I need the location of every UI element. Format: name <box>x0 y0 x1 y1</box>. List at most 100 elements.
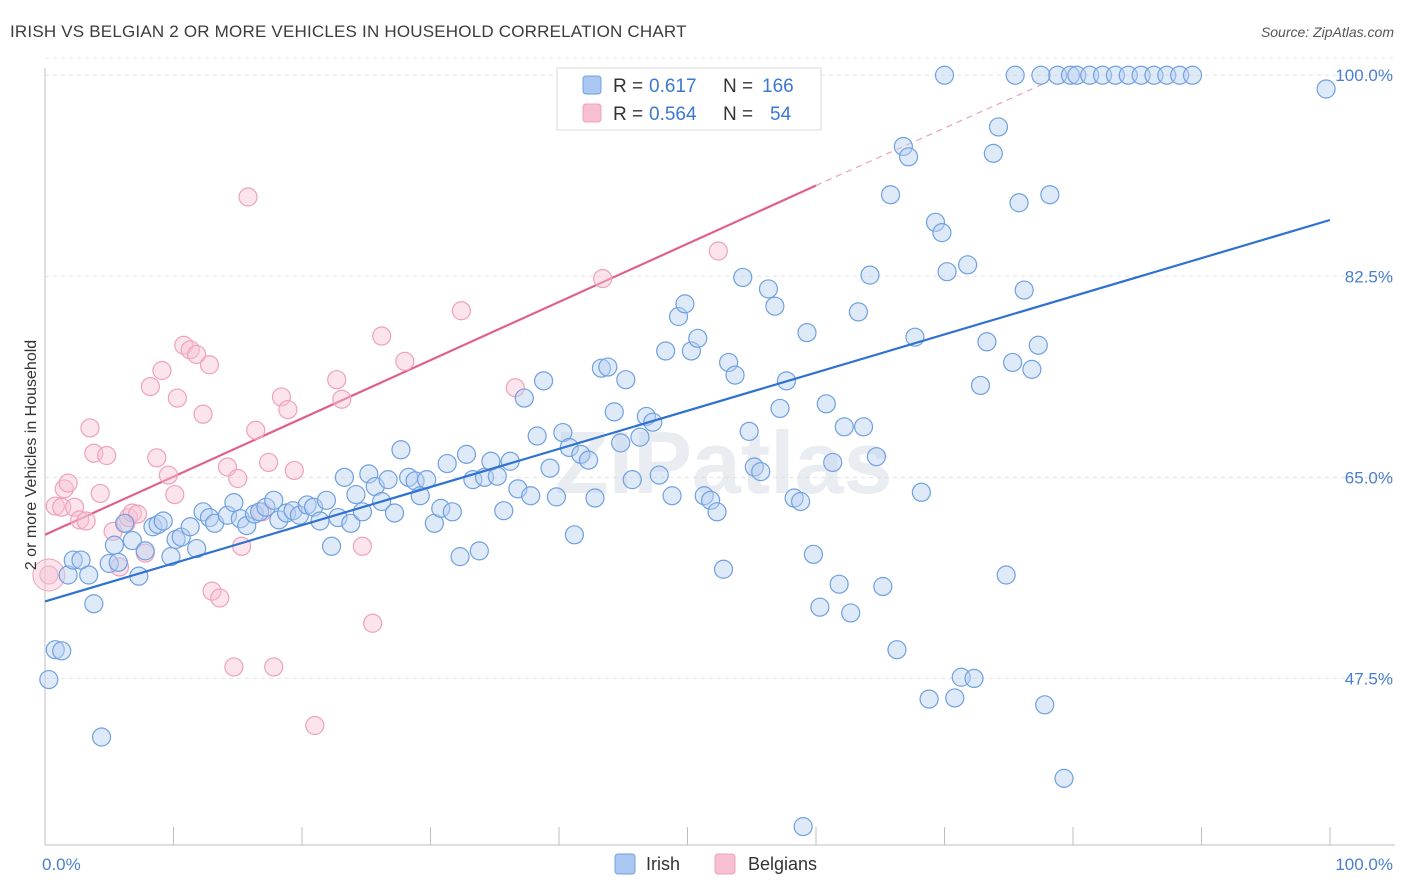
irish-point-73 <box>514 388 534 408</box>
series-belgians <box>32 187 728 736</box>
irish-point-172 <box>1005 65 1025 85</box>
irish-point-1 <box>45 640 65 660</box>
y-axis-label: 2 or more Vehicles in Household <box>23 340 40 570</box>
axes <box>44 68 1395 846</box>
irish-point-5 <box>71 550 91 570</box>
trend-irish-line <box>44 218 1331 603</box>
legend-swatch-irish <box>582 75 602 95</box>
belgians-point-30 <box>202 581 222 601</box>
irish-point-100 <box>688 328 708 348</box>
irish-point-136 <box>919 689 939 709</box>
belgians-point-44 <box>305 715 325 736</box>
belgians-point-40 <box>264 657 284 677</box>
irish-point-7 <box>84 594 104 614</box>
irish-point-146 <box>983 143 1003 163</box>
irish-point-81 <box>564 525 585 545</box>
irish-point-12 <box>115 513 135 533</box>
irish-point-150 <box>1009 193 1029 213</box>
legend-swatch-belgians <box>582 103 602 123</box>
trend-line-irish <box>44 218 1331 603</box>
trend-belgians-extension <box>815 81 1048 187</box>
irish-point-75 <box>527 426 547 446</box>
irish-point-47 <box>346 484 366 505</box>
irish-point-104 <box>713 559 734 579</box>
belgians-point-19 <box>140 376 160 397</box>
chart-title: IRISH VS BELGIAN 2 OR MORE VEHICLES IN H… <box>10 22 687 41</box>
belgians-point-0 <box>39 565 59 585</box>
irish-point-122 <box>829 574 849 594</box>
irish-point-45 <box>334 467 355 487</box>
x-tick-label-1: 100.0% <box>1335 855 1393 874</box>
belgians-point-large <box>32 558 66 592</box>
irish-point-116 <box>790 491 811 512</box>
irish-point-48 <box>352 502 372 522</box>
irish-point-133 <box>898 147 919 167</box>
irish-point-125 <box>848 302 869 322</box>
irish-point-4 <box>63 550 83 570</box>
irish-point-53 <box>384 503 405 523</box>
irish-point-52 <box>378 470 398 490</box>
y-tick-labels: 47.5% 65.0% 82.5% 100.0% <box>1335 66 1393 688</box>
irish-point-128 <box>866 447 886 467</box>
irish-point-64 <box>456 444 477 464</box>
irish-point-117 <box>797 322 817 343</box>
irish-point-6 <box>79 565 99 585</box>
irish-point-103 <box>707 502 727 522</box>
belgians-point-29 <box>199 355 220 375</box>
irish-point-30 <box>237 516 257 536</box>
grid-lines <box>45 57 1395 679</box>
irish-point-90 <box>622 470 642 490</box>
belgians-point-28 <box>193 404 213 424</box>
irish-point-139 <box>937 262 957 282</box>
irish-point-102 <box>701 490 721 510</box>
irish-point-82 <box>571 444 591 464</box>
irish-point-144 <box>970 375 991 396</box>
irish-point-138 <box>932 223 952 243</box>
irish-point-83 <box>578 450 599 470</box>
irish-point-170 <box>793 817 813 837</box>
irish-point-17 <box>148 514 168 535</box>
irish-point-169 <box>1316 79 1336 99</box>
legend-n-value-belgians: 54 <box>770 104 792 125</box>
y-tick-label-0: 47.5% <box>1345 669 1393 688</box>
irish-point-61 <box>437 453 457 474</box>
irish-point-19 <box>161 547 181 567</box>
irish-point-98 <box>675 294 695 314</box>
belgians-point-48 <box>363 613 383 633</box>
belgians-point-37 <box>246 420 266 440</box>
irish-point-60 <box>431 498 451 518</box>
irish-point-76 <box>533 371 554 391</box>
irish-point-3 <box>58 565 78 585</box>
irish-point-137 <box>925 212 946 232</box>
irish-point-28 <box>224 493 244 513</box>
irish-point-33 <box>256 497 276 517</box>
x-tick-labels: 0.0% 100.0% <box>42 855 1393 874</box>
irish-point-143 <box>964 668 984 689</box>
irish-point-135 <box>911 482 931 502</box>
irish-point-142 <box>958 255 978 275</box>
series-legend: Irish Belgians <box>614 853 817 875</box>
bottom-legend-label-irish: Irish <box>646 854 680 874</box>
irish-point-66 <box>469 541 489 561</box>
y-tick-label-3: 100.0% <box>1335 66 1393 85</box>
irish-point-173 <box>1031 65 1051 85</box>
irish-point-99 <box>681 341 701 361</box>
belgians-point-1 <box>45 496 65 516</box>
belgians-point-36 <box>238 187 258 207</box>
irish-point-10 <box>104 535 124 555</box>
irish-point-97 <box>668 306 689 327</box>
y-tick-label-2: 82.5% <box>1345 267 1393 286</box>
irish-point-2 <box>52 641 72 661</box>
irish-point-127 <box>860 265 880 285</box>
irish-point-78 <box>546 487 567 507</box>
irish-point-108 <box>739 421 759 441</box>
irish-point-129 <box>873 576 893 597</box>
belgians-point-8 <box>80 418 100 438</box>
belgians-point-46 <box>332 389 352 409</box>
belgians-point-42 <box>278 399 298 420</box>
series-irish <box>39 65 1336 837</box>
legend-n-label-belgians: N = <box>723 104 753 125</box>
irish-point-87 <box>604 402 624 422</box>
legend-r-label-belgians: R = <box>613 104 643 125</box>
